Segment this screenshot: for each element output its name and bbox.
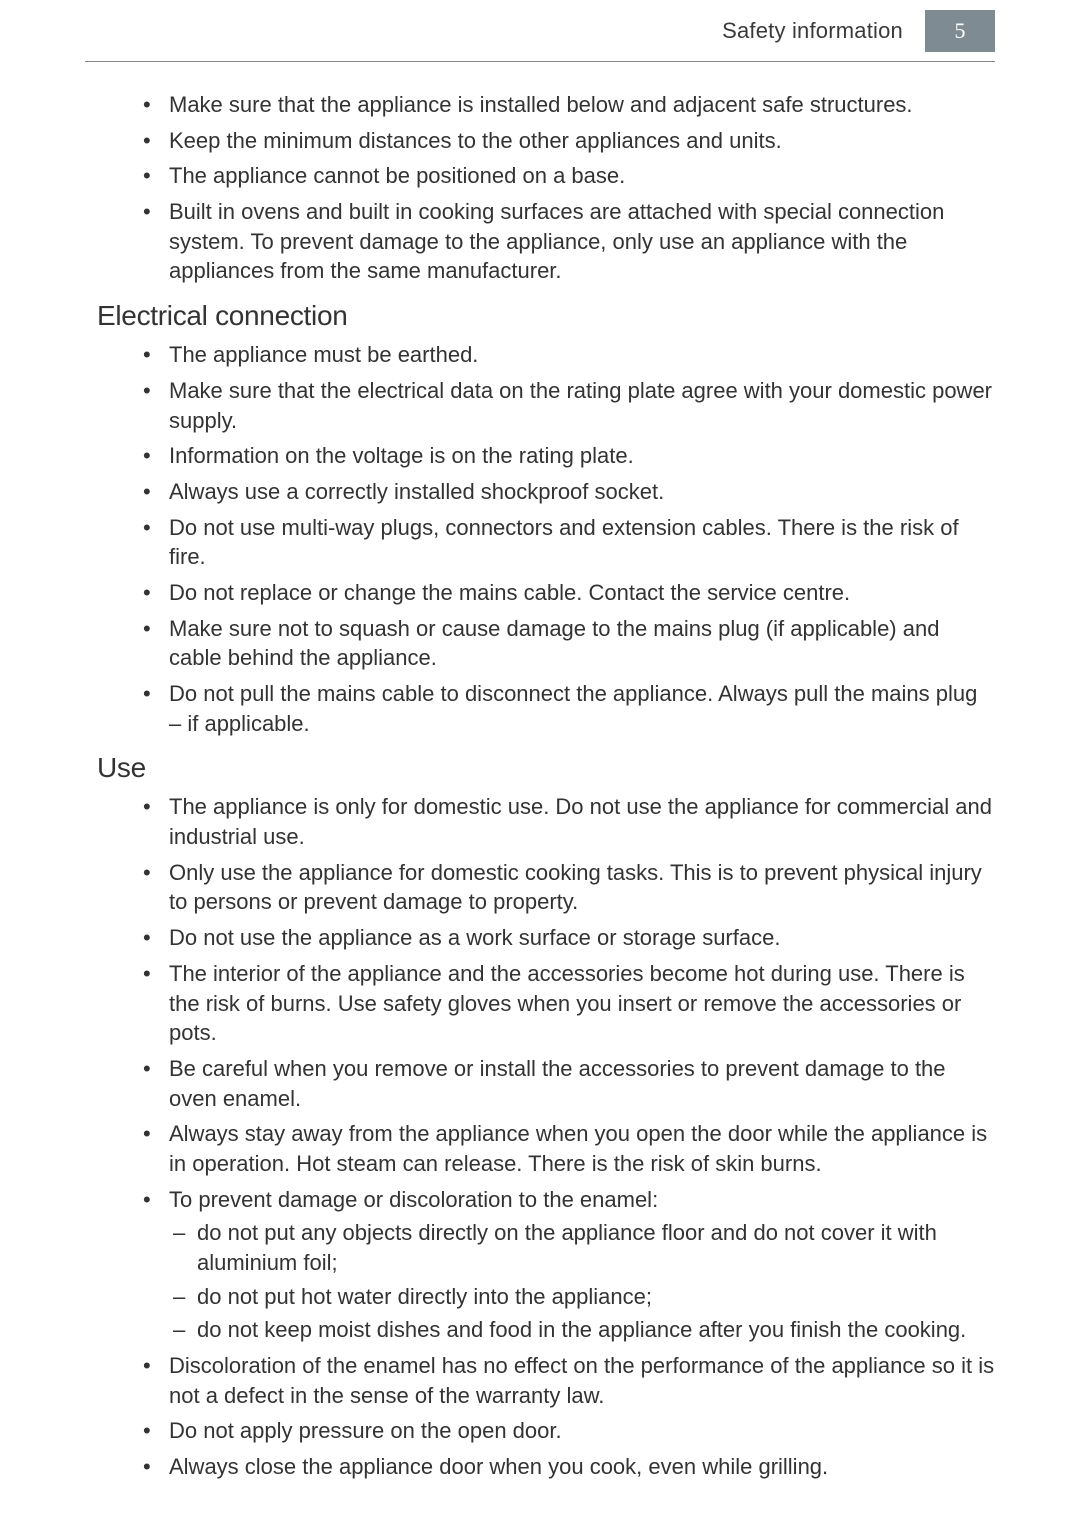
list-item-text: Be careful when you remove or install th…: [169, 1056, 946, 1111]
list-item-text: The appliance must be earthed.: [169, 342, 478, 367]
list-item: Do not use multi-way plugs, connectors a…: [169, 513, 995, 572]
page-header: Safety information 5: [85, 0, 995, 62]
list-item-text: Make sure that the electrical data on th…: [169, 378, 992, 433]
page-number: 5: [955, 18, 966, 44]
section-heading: Use: [97, 752, 995, 784]
intro-bullet-list: Make sure that the appliance is installe…: [97, 90, 995, 286]
list-item-text: Do not pull the mains cable to disconnec…: [169, 681, 977, 736]
list-item-text: Do not use the appliance as a work surfa…: [169, 925, 780, 950]
section-bullet-list: The appliance is only for domestic use. …: [97, 792, 995, 1481]
list-item: Do not pull the mains cable to disconnec…: [169, 679, 995, 738]
list-item: Do not replace or change the mains cable…: [169, 578, 995, 608]
list-item: Always stay away from the appliance when…: [169, 1119, 995, 1178]
list-item: The interior of the appliance and the ac…: [169, 959, 995, 1048]
page-container: Safety information 5 Make sure that the …: [0, 0, 1080, 1482]
list-item-text: Always close the appliance door when you…: [169, 1454, 828, 1479]
section-bullet-list: The appliance must be earthed. Make sure …: [97, 340, 995, 738]
list-item: Discoloration of the enamel has no effec…: [169, 1351, 995, 1410]
sub-list: do not put any objects directly on the a…: [169, 1218, 995, 1345]
list-item: Keep the minimum distances to the other …: [169, 126, 995, 156]
list-item-text: Only use the appliance for domestic cook…: [169, 860, 982, 915]
list-item-text: Discoloration of the enamel has no effec…: [169, 1353, 994, 1408]
list-item-text: Always stay away from the appliance when…: [169, 1121, 987, 1176]
list-item: Make sure not to squash or cause damage …: [169, 614, 995, 673]
page-number-box: 5: [925, 10, 995, 52]
sub-list-item: do not put hot water directly into the a…: [197, 1282, 995, 1312]
list-item: Always use a correctly installed shockpr…: [169, 477, 995, 507]
list-item-text: Information on the voltage is on the rat…: [169, 443, 634, 468]
list-item-text: Do not use multi-way plugs, connectors a…: [169, 515, 959, 570]
list-item: The appliance must be earthed.: [169, 340, 995, 370]
list-item: Make sure that the electrical data on th…: [169, 376, 995, 435]
page-content: Make sure that the appliance is installe…: [85, 90, 995, 1482]
list-item-text: Do not replace or change the mains cable…: [169, 580, 850, 605]
list-item: Built in ovens and built in cooking surf…: [169, 197, 995, 286]
list-item: Always close the appliance door when you…: [169, 1452, 995, 1482]
list-item-text: The interior of the appliance and the ac…: [169, 961, 965, 1045]
list-item: Information on the voltage is on the rat…: [169, 441, 995, 471]
list-item: Only use the appliance for domestic cook…: [169, 858, 995, 917]
list-item: To prevent damage or discoloration to th…: [169, 1185, 995, 1345]
list-item: Do not use the appliance as a work surfa…: [169, 923, 995, 953]
list-item: Do not apply pressure on the open door.: [169, 1416, 995, 1446]
list-item: The appliance cannot be positioned on a …: [169, 161, 995, 191]
header-title: Safety information: [722, 18, 903, 44]
sub-list-item: do not put any objects directly on the a…: [197, 1218, 995, 1277]
list-item: Be careful when you remove or install th…: [169, 1054, 995, 1113]
list-item-text: Always use a correctly installed shockpr…: [169, 479, 664, 504]
list-item: Make sure that the appliance is installe…: [169, 90, 995, 120]
list-item: The appliance is only for domestic use. …: [169, 792, 995, 851]
list-item-text: To prevent damage or discoloration to th…: [169, 1187, 658, 1212]
list-item-text: Do not apply pressure on the open door.: [169, 1418, 562, 1443]
sub-list-item: do not keep moist dishes and food in the…: [197, 1315, 995, 1345]
section-heading: Electrical connection: [97, 300, 995, 332]
list-item-text: The appliance is only for domestic use. …: [169, 794, 992, 849]
list-item-text: Make sure not to squash or cause damage …: [169, 616, 939, 671]
